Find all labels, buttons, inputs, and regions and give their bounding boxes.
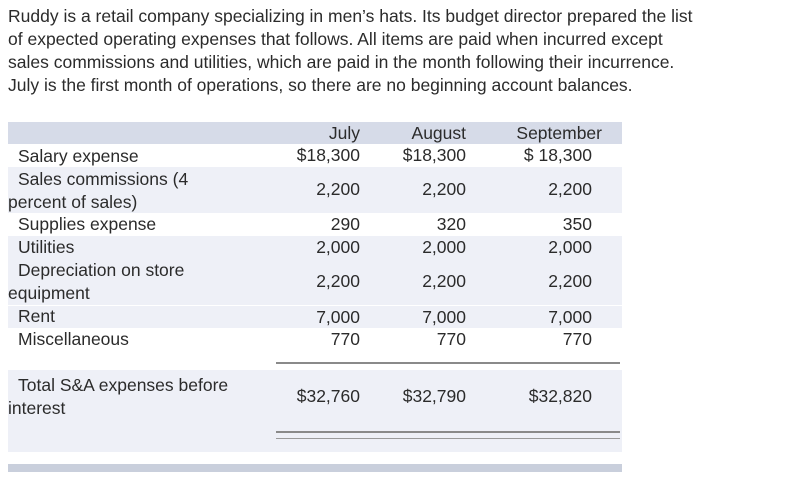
row-label: Depreciation on store <box>18 260 185 280</box>
value-september: $ 18,300 <box>523 145 592 165</box>
problem-text-line: July is the first month of operations, s… <box>8 75 633 95</box>
footer-band <box>8 464 622 472</box>
value-july: 7,000 <box>316 307 360 327</box>
value-august: 2,200 <box>422 179 466 199</box>
row-band <box>8 236 622 259</box>
problem-text: Ruddy is a retail company specializing i… <box>8 5 788 97</box>
header-september: September <box>516 123 602 143</box>
header-band <box>8 122 622 144</box>
row-label: Rent <box>18 306 55 326</box>
value-july: 2,200 <box>316 179 360 199</box>
value-july: $18,300 <box>296 145 360 165</box>
total-august: $32,790 <box>402 386 466 406</box>
total-september: $32,820 <box>528 386 592 406</box>
value-july: 770 <box>330 329 360 349</box>
header-august: August <box>411 123 466 143</box>
row-band <box>8 259 622 305</box>
value-august: 7,000 <box>422 307 466 327</box>
row-label: Miscellaneous <box>18 329 129 349</box>
value-september: 2,200 <box>548 179 592 199</box>
row-label-continued: equipment <box>8 283 90 303</box>
expense-table: July August September Salary expense $18… <box>8 122 622 472</box>
row-label: Supplies expense <box>18 214 157 234</box>
value-september: 2,000 <box>548 237 592 257</box>
subtotal-rule <box>276 362 620 364</box>
row-band <box>8 422 622 452</box>
value-september: 770 <box>562 329 592 349</box>
row-band <box>8 370 622 422</box>
double-rule-top <box>276 431 620 433</box>
row-label: Utilities <box>18 237 75 257</box>
value-august: 320 <box>436 214 466 234</box>
row-label: Sales commissions (4 <box>18 169 189 189</box>
row-band <box>8 167 622 213</box>
row-band <box>8 306 622 328</box>
value-august: 2,200 <box>422 271 466 291</box>
value-august: 2,000 <box>422 237 466 257</box>
value-august: 770 <box>436 329 466 349</box>
value-september: 2,200 <box>548 271 592 291</box>
row-label-continued: percent of sales) <box>8 192 138 212</box>
value-july: 290 <box>330 214 360 234</box>
header-july: July <box>328 123 360 143</box>
value-july: 2,000 <box>316 237 360 257</box>
row-label: Salary expense <box>18 146 139 166</box>
value-august: $18,300 <box>402 145 466 165</box>
value-september: 7,000 <box>548 307 592 327</box>
value-september: 350 <box>562 214 592 234</box>
total-july: $32,760 <box>296 386 360 406</box>
problem-text-line: Ruddy is a retail company specializing i… <box>8 6 693 26</box>
problem-text-line: sales commissions and utilities, which a… <box>8 52 675 72</box>
problem-text-line: of expected operating expenses that foll… <box>8 29 663 49</box>
double-rule-bottom <box>276 438 620 439</box>
total-label: Total S&A expenses before <box>18 375 229 395</box>
total-label-continued: interest <box>8 398 66 418</box>
value-july: 2,200 <box>316 271 360 291</box>
